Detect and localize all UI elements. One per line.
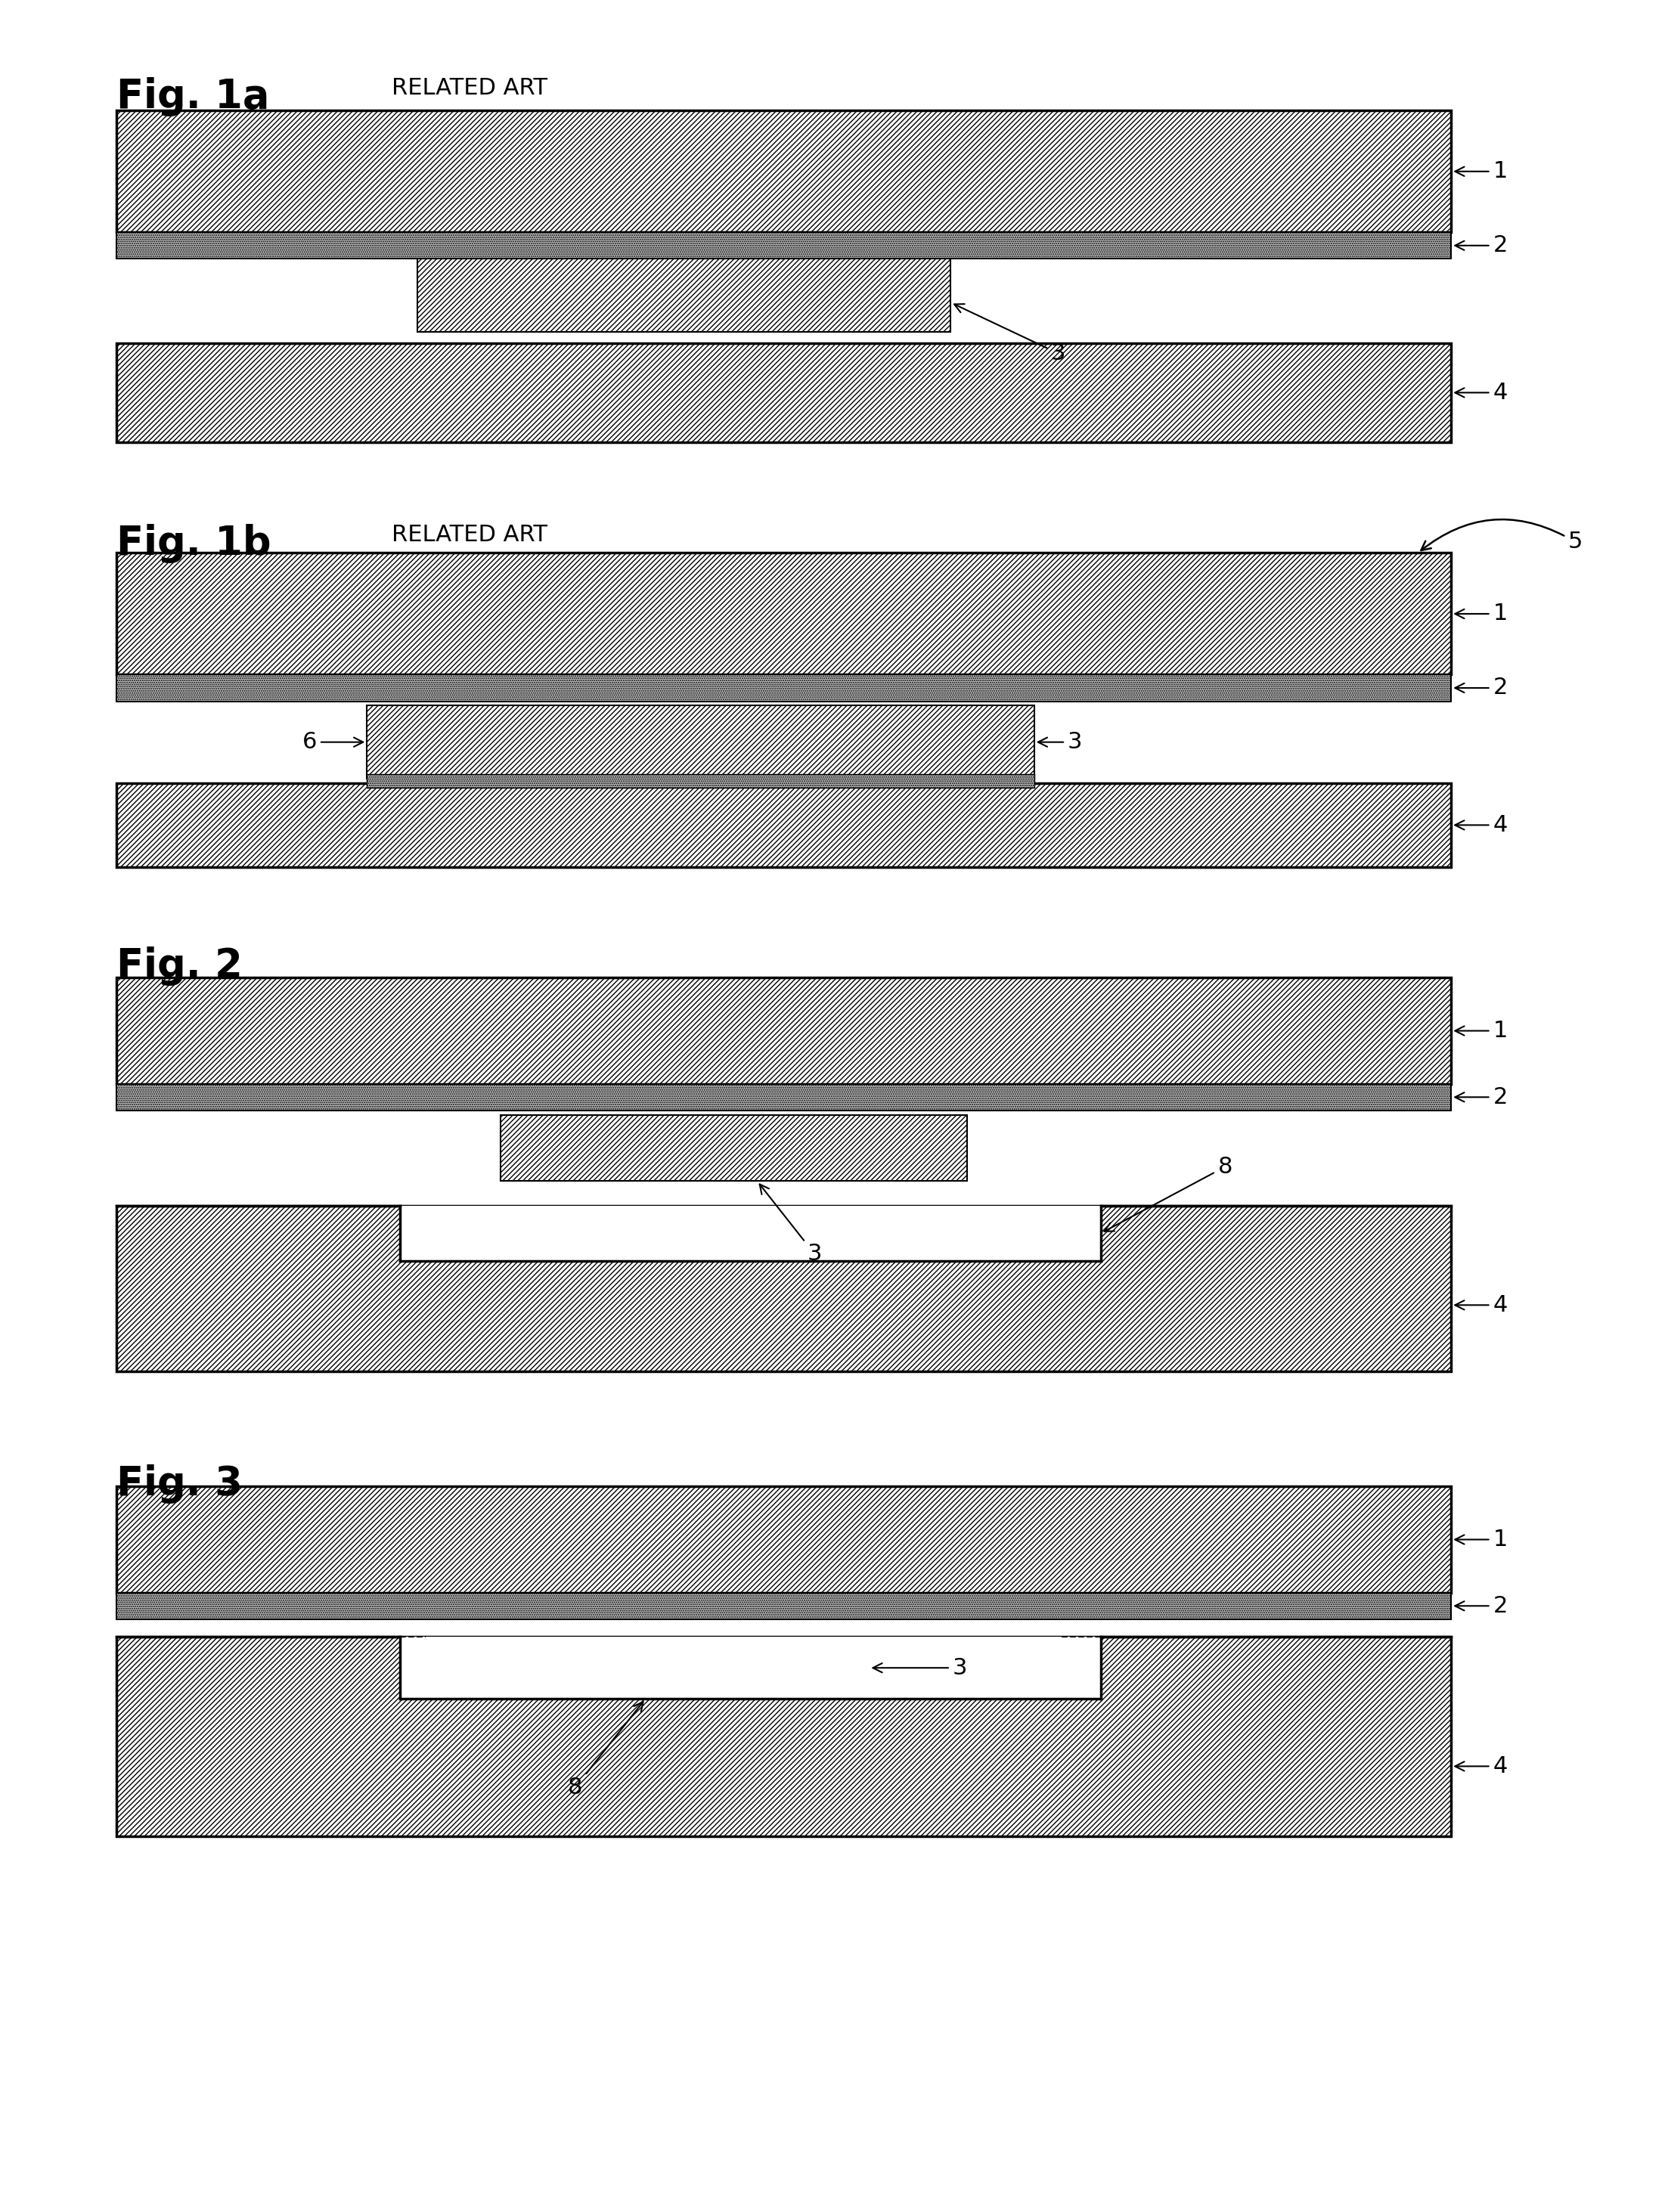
Bar <box>117 553 1451 675</box>
Text: 2: 2 <box>1454 1595 1508 1617</box>
Text: 2: 2 <box>1454 677 1508 699</box>
Text: 1: 1 <box>1454 1528 1508 1551</box>
Bar <box>117 343 1451 442</box>
Text: 4: 4 <box>1454 1756 1508 1776</box>
Bar <box>117 1593 1451 1619</box>
Bar <box>117 783 1451 867</box>
Text: 1: 1 <box>1454 604 1508 624</box>
Text: Fig. 3: Fig. 3 <box>117 1464 244 1504</box>
Text: 3: 3 <box>872 1657 967 1679</box>
Text: 3: 3 <box>954 303 1066 365</box>
Text: 4: 4 <box>1454 1294 1508 1316</box>
Bar <box>117 978 1451 1084</box>
Text: Fig. 2: Fig. 2 <box>117 947 244 987</box>
Text: 4: 4 <box>1454 814 1508 836</box>
Text: 8: 8 <box>569 1701 644 1798</box>
Bar <box>117 675 1451 701</box>
Text: 8: 8 <box>1104 1157 1233 1232</box>
Bar <box>367 706 1034 779</box>
Text: 2: 2 <box>1454 1086 1508 1108</box>
Text: 3: 3 <box>759 1183 822 1265</box>
Text: RELATED ART: RELATED ART <box>392 524 547 546</box>
Bar <box>500 1115 967 1181</box>
Bar <box>417 259 951 332</box>
Bar <box>117 111 1451 232</box>
Bar <box>367 774 1034 787</box>
Bar <box>117 1486 1451 1593</box>
Bar <box>117 232 1451 259</box>
Text: 1: 1 <box>1454 1020 1508 1042</box>
Bar <box>400 1206 1101 1261</box>
Bar <box>400 1637 1101 1699</box>
Bar <box>425 1637 1059 1699</box>
Text: Fig. 1b: Fig. 1b <box>117 524 272 564</box>
Text: 4: 4 <box>1454 383 1508 403</box>
Text: 2: 2 <box>1454 234 1508 257</box>
Text: Fig. 1a: Fig. 1a <box>117 77 270 117</box>
Bar <box>117 1206 1451 1371</box>
Text: 3: 3 <box>1037 732 1083 752</box>
Text: RELATED ART: RELATED ART <box>392 77 547 100</box>
Bar <box>117 1084 1451 1110</box>
Bar <box>117 1637 1451 1836</box>
Text: 1: 1 <box>1454 161 1508 181</box>
Text: 5: 5 <box>1421 520 1583 553</box>
Text: 6: 6 <box>302 732 364 752</box>
